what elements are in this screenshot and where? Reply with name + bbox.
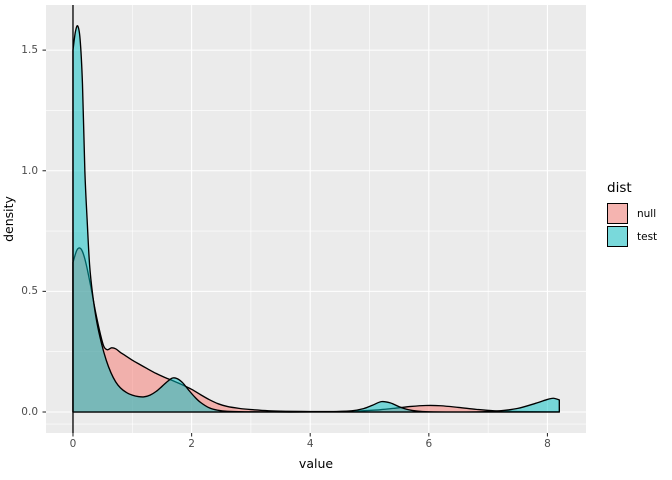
y-axis-title: density xyxy=(1,196,16,242)
legend-items: null test xyxy=(607,203,657,247)
x-tick-label: 2 xyxy=(188,438,195,450)
y-tick-label: 1.5 xyxy=(21,44,38,57)
legend-key-null xyxy=(607,203,628,224)
y-tick-label: 1.0 xyxy=(21,164,38,177)
x-tick-label: 6 xyxy=(425,438,433,450)
x-tick-label: 8 xyxy=(544,438,551,450)
density-area-test xyxy=(72,25,560,413)
x-tick-label: 4 xyxy=(306,438,314,450)
y-tick-label: 0.0 xyxy=(21,406,38,418)
legend-title: dist xyxy=(607,180,632,196)
legend-label: test xyxy=(637,230,658,243)
y-tick-label: 0.5 xyxy=(21,285,38,298)
x-tick-label: 0 xyxy=(69,438,77,450)
legend-label: null xyxy=(637,207,657,220)
legend: dist null test xyxy=(607,180,657,249)
x-axis-title: value xyxy=(298,456,334,471)
legend-item-null: null xyxy=(607,203,657,224)
legend-key-test xyxy=(607,226,628,247)
legend-item-test: test xyxy=(607,226,657,247)
